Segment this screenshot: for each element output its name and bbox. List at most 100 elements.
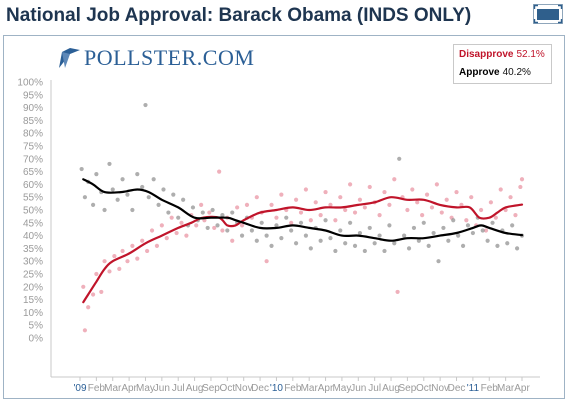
approve-poll-point — [328, 236, 333, 241]
legend-label-disapprove: Disapprove — [459, 49, 514, 60]
approve-poll-point — [279, 236, 284, 241]
approve-poll-point — [460, 243, 466, 248]
disapprove-poll-point — [410, 187, 415, 192]
disapprove-poll-point — [274, 215, 279, 220]
y-tick-label: 75% — [23, 142, 43, 153]
approve-poll-point — [495, 243, 500, 248]
disapprove-poll-point — [323, 189, 328, 195]
disapprove-poll-point — [395, 289, 400, 295]
trend-lines — [82, 178, 524, 304]
x-tick-label: Nov — [235, 383, 253, 394]
disapprove-poll-point — [420, 213, 425, 218]
approve-poll-point — [79, 166, 84, 172]
x-tick-label: Aug — [186, 383, 204, 394]
disapprove-poll-point — [164, 236, 169, 241]
disapprove-poll-point — [179, 220, 184, 225]
disapprove-poll-point — [145, 248, 150, 254]
disapprove-poll-point — [264, 259, 269, 264]
disapprove-poll-point — [135, 256, 140, 261]
chart-axes: 0% 5% 10% 15% 20%25% 30% 35% 40% 45%50% 55% 60% 65%… — [17, 78, 540, 394]
approve-poll-point — [220, 213, 225, 218]
approve-poll-point — [166, 210, 171, 215]
disapprove-poll-point — [194, 223, 199, 228]
disapprove-poll-point — [154, 243, 160, 248]
approve-poll-point — [161, 187, 166, 192]
disapprove-poll-point — [86, 305, 91, 310]
approve-poll-point — [480, 228, 485, 233]
approve-poll-point — [362, 248, 367, 254]
approve-poll-point — [110, 187, 115, 192]
y-tick-label: 15% — [23, 295, 43, 306]
approve-poll-point — [293, 241, 299, 246]
x-tick-label: Feb — [481, 383, 499, 394]
approve-poll-point — [215, 223, 220, 228]
disapprove-poll-point — [367, 184, 372, 190]
approve-poll-point — [441, 225, 446, 231]
legend-item-approve[interactable]: Approve 40.2% — [459, 67, 531, 78]
x-tick-label: Oct — [220, 383, 236, 394]
disapprove-poll-point — [140, 238, 145, 243]
x-tick-label: Mar — [301, 383, 319, 394]
approve-poll-point — [225, 228, 230, 233]
y-tick-label: 25% — [23, 270, 43, 281]
approve-poll-point — [456, 233, 461, 238]
approve-poll-point — [90, 202, 96, 207]
x-tick-label: Aug — [382, 383, 400, 394]
approve-poll-point — [490, 220, 495, 225]
pollster-logo: POLLSTER.COM — [58, 45, 254, 71]
expand-button[interactable] — [533, 4, 563, 24]
disapprove-poll-point — [244, 202, 250, 207]
disapprove-poll-point — [120, 248, 125, 254]
approve-poll-point — [102, 207, 107, 213]
y-tick-label: 0% — [29, 334, 44, 345]
chart-frame — [3, 35, 565, 399]
approve-poll-point — [130, 207, 135, 213]
approve-poll-point — [259, 220, 264, 225]
disapprove-poll-point — [513, 213, 518, 218]
disapprove-poll-point — [217, 169, 222, 174]
x-tick-label: Nov — [431, 383, 449, 394]
y-tick-label: 45% — [23, 218, 43, 229]
approve-poll-point — [323, 218, 328, 223]
expand-icon — [533, 4, 563, 24]
approve-poll-point — [470, 230, 475, 236]
approve-poll-point — [352, 243, 358, 248]
approve-poll-point — [308, 246, 313, 251]
y-tick-label: 40% — [23, 231, 43, 242]
legend-item-disapprove[interactable]: Disapprove 52.1% — [459, 49, 545, 60]
disapprove-poll-point — [493, 215, 498, 220]
x-tick-label: May — [136, 383, 155, 394]
approve-poll-point — [135, 172, 140, 177]
y-tick-label: 95% — [23, 90, 43, 101]
approve-poll-point — [264, 233, 269, 238]
x-tick-label: Mar — [497, 383, 515, 394]
approve-poll-point — [156, 202, 161, 207]
approve-poll-point — [377, 233, 382, 238]
y-tick-label: 100% — [17, 78, 43, 89]
disapprove-poll-point — [415, 200, 420, 205]
approve-poll-point — [510, 223, 515, 228]
approve-poll-point — [151, 177, 156, 182]
disapprove-poll-point — [434, 182, 439, 187]
disapprove-poll-point — [199, 202, 204, 207]
disapprove-poll-point — [478, 207, 484, 213]
approve-poll-point — [143, 102, 148, 108]
disapprove-poll-point — [454, 189, 459, 195]
approve-poll-point — [140, 184, 145, 190]
disapprove-poll-point — [333, 218, 338, 223]
disapprove-poll-point — [169, 215, 174, 220]
disapprove-trend-line — [82, 196, 524, 304]
approve-poll-point — [82, 195, 88, 200]
y-tick-label: 70% — [23, 154, 43, 165]
y-tick-label: 35% — [23, 244, 43, 255]
approve-poll-point — [446, 238, 451, 243]
disapprove-poll-point — [519, 177, 525, 182]
disapprove-poll-point — [220, 228, 225, 233]
approve-poll-point — [367, 225, 372, 231]
approve-poll-point — [146, 195, 151, 200]
x-tick-label: Dec — [448, 383, 466, 394]
approve-poll-point — [421, 220, 426, 225]
approve-poll-point — [514, 246, 520, 251]
x-tick-label: Feb — [284, 383, 302, 394]
approve-poll-point — [274, 223, 279, 228]
